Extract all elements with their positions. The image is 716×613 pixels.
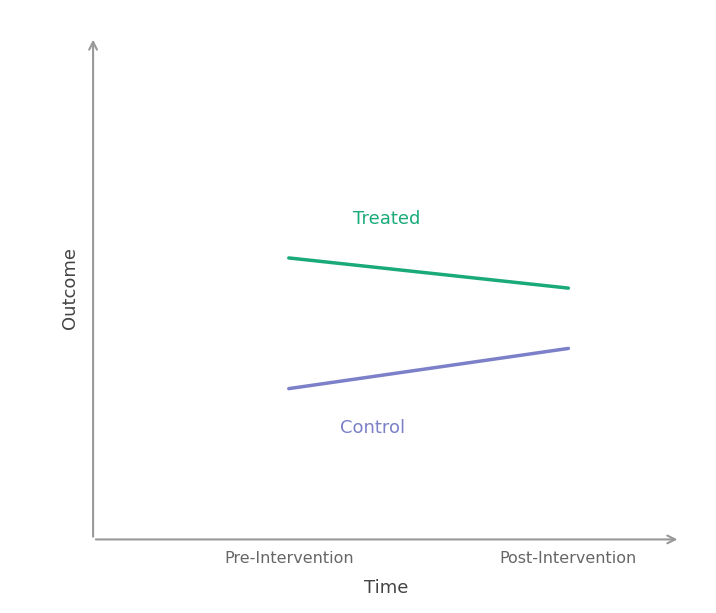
- Text: Treated: Treated: [353, 210, 420, 228]
- Y-axis label: Outcome: Outcome: [61, 247, 79, 329]
- X-axis label: Time: Time: [364, 579, 409, 598]
- Text: Control: Control: [340, 419, 405, 437]
